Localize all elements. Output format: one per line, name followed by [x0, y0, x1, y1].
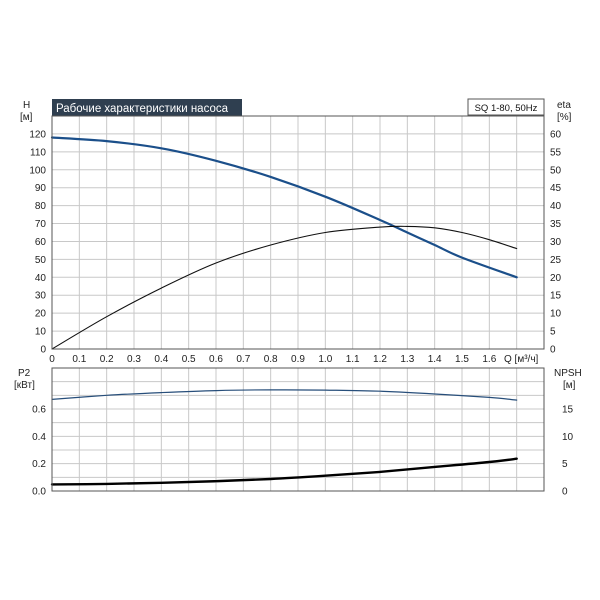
p2-axis-tick-label: 0.2 [32, 459, 46, 470]
q-axis-tick-label: 1.1 [346, 354, 360, 365]
eta-axis-tick-label: 10 [550, 309, 562, 320]
chart-title: Рабочие характеристики насоса [56, 103, 229, 115]
q-axis-tick-label: 0.8 [264, 354, 278, 365]
q-axis-tick-label: 0.3 [127, 354, 141, 365]
bottom-plot-ticks: 0.0 0.2 0.4 0.6 0 5 10 15 [32, 405, 573, 498]
h-axis-tick-label: 50 [35, 255, 47, 266]
eta-axis-tick-label: 35 [550, 219, 562, 230]
head-curve [50, 136, 518, 279]
q-axis-tick-label: 1.4 [428, 354, 442, 365]
eta-axis-tick-label: 20 [550, 273, 562, 284]
npsh-curve [50, 457, 518, 486]
npsh-axis-unit: [м] [563, 380, 576, 391]
h-axis-tick-label: 60 [35, 237, 47, 248]
h-axis-tick-label: 0 [40, 345, 46, 356]
npsh-axis-tick-label: 5 [562, 459, 568, 470]
eta-axis-tick-label: 55 [550, 147, 562, 158]
bottom-plot-grid [51, 367, 545, 492]
h-axis-tick-label: 110 [30, 147, 46, 158]
q-axis-tick-label: 1.6 [482, 354, 496, 365]
q-axis-tick-label: 0.9 [291, 354, 305, 365]
top-plot-frame [51, 115, 545, 350]
q-axis-tick-label: 0.4 [154, 354, 168, 365]
eta-axis-tick-label: 15 [550, 291, 562, 302]
title-banner [52, 99, 242, 116]
top-plot-curves [50, 136, 518, 350]
p2-axis-tick-label: 0.6 [32, 405, 46, 416]
q-axis-tick-label: 1.5 [455, 354, 469, 365]
h-axis-tick-label: 40 [35, 273, 47, 284]
h-axis-tick-label: 70 [35, 219, 47, 230]
q-axis-tick-label: 0.2 [100, 354, 114, 365]
q-axis-tick-label: 0.5 [182, 354, 196, 365]
h-axis-tick-label: 30 [35, 291, 47, 302]
q-axis-label: Q [м³/ч] [504, 354, 539, 365]
h-axis-unit: [м] [20, 112, 33, 123]
npsh-axis-tick-label: 15 [562, 405, 574, 416]
eta-axis-tick-label: 30 [550, 237, 562, 248]
h-axis-tick-label: 20 [35, 309, 47, 320]
q-axis-tick-label: 0.1 [72, 354, 86, 365]
eta-axis-tick-label: 40 [550, 201, 562, 212]
h-axis-tick-label: 120 [29, 129, 46, 140]
h-axis-tick-label: 100 [29, 165, 46, 176]
q-axis-tick-label: 0.7 [236, 354, 250, 365]
model-label: SQ 1-80, 50Hz [475, 103, 538, 114]
eta-axis-unit: [%] [557, 112, 572, 123]
p2-axis-label: P2 [18, 368, 31, 379]
h-axis-label: H [23, 100, 30, 111]
h-axis-tick-label: 90 [35, 183, 47, 194]
model-box [467, 98, 545, 116]
npsh-axis-tick-label: 10 [562, 432, 574, 443]
top-plot-ticks: 0 0.1 0.2 0.3 0.4 0.5 0.6 0.7 0.8 0.9 1.0 1.1 1.2 1.3… [29, 129, 561, 365]
q-axis-tick-label: 1.2 [373, 354, 387, 365]
eta-axis-tick-label: 5 [550, 327, 556, 338]
p2-axis-tick-label: 0.4 [32, 432, 46, 443]
p2-axis-tick-label: 0.0 [32, 487, 46, 498]
top-plot-grid [51, 115, 545, 350]
eta-axis-tick-label: 45 [550, 183, 562, 194]
npsh-axis-tick-label: 0 [562, 487, 568, 498]
eta-axis-label: eta [557, 100, 571, 111]
q-axis-tick-label: 0.6 [209, 354, 223, 365]
p2-power-curve [51, 389, 518, 401]
q-axis-tick-label: 1.3 [400, 354, 414, 365]
eta-axis-tick-label: 50 [550, 165, 562, 176]
bottom-plot-frame [51, 367, 545, 492]
h-axis-tick-label: 80 [35, 201, 47, 212]
bottom-plot-curves [50, 389, 518, 486]
h-axis-tick-label: 10 [35, 327, 47, 338]
q-axis-tick-label: 0 [49, 354, 55, 365]
efficiency-curve [51, 225, 518, 350]
p2-axis-unit: [кВт] [14, 380, 35, 391]
eta-axis-tick-label: 60 [550, 129, 562, 140]
npsh-axis-label: NPSH [554, 368, 582, 379]
q-axis-tick-label: 1.0 [318, 354, 332, 365]
eta-axis-tick-label: 25 [550, 255, 562, 266]
eta-axis-tick-label: 0 [550, 345, 556, 356]
